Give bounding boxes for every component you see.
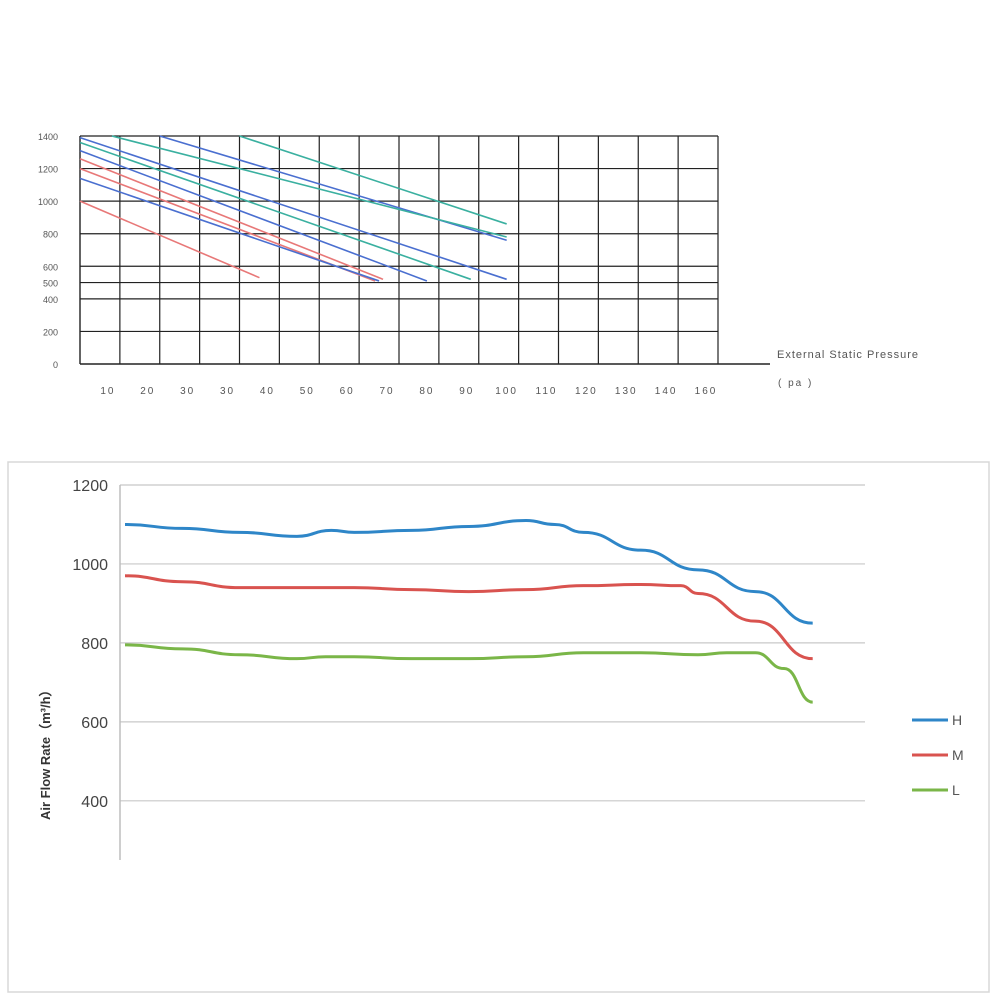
top-x-tick-label: 20 — [140, 386, 155, 397]
legend-label-L: L — [952, 782, 960, 798]
top-x-tick-label: 10 — [100, 386, 115, 397]
top-y-tick-label: 1400 — [38, 132, 58, 142]
series-line-M — [124, 574, 813, 661]
top-series-line-5 — [79, 136, 507, 281]
top-x-tick-label: 140 — [655, 386, 678, 397]
top-x-tick-label: 30 — [180, 386, 195, 397]
top-series-line-4 — [79, 149, 428, 282]
top-x-tick-label: 30 — [220, 386, 235, 397]
bottom-chart-legend: H M L — [912, 712, 964, 798]
top-series-line-9 — [239, 135, 507, 225]
top-series-line-2 — [79, 158, 384, 281]
air-flow-rate-chart: 400 600 800 1000 1200 H M L Air Flow Rate（m³/h… — [7, 461, 990, 993]
top-x-tick-label: 60 — [340, 386, 355, 397]
top-x-tick-label: 70 — [379, 386, 394, 397]
bottom-y-tick-label: 600 — [81, 715, 108, 732]
top-y-tick-label: 200 — [43, 327, 58, 337]
top-series-line-3 — [79, 177, 380, 282]
bottom-y-tick-label: 1200 — [72, 478, 108, 495]
top-series-line-0 — [79, 200, 260, 279]
top-y-tick-label: 0 — [53, 360, 58, 370]
top-x-tick-label: 50 — [300, 386, 315, 397]
legend-label-H: H — [952, 712, 962, 728]
top-x-tick-label: 120 — [575, 386, 598, 397]
top-x-tick-label: 80 — [419, 386, 434, 397]
bottom-chart-y-tick-labels: 400 600 800 1000 1200 — [72, 478, 108, 811]
top-chart-series — [79, 135, 507, 282]
bottom-y-tick-label: 1000 — [72, 557, 108, 574]
chart-border — [7, 461, 990, 993]
bottom-chart-series — [124, 519, 814, 704]
static-pressure-chart: 0 200 400 500 600 800 1000 1200 1400 10 20 30 30 40 5… — [38, 132, 919, 397]
top-chart-grid — [79, 135, 770, 365]
top-x-tick-label: 160 — [695, 386, 718, 397]
bottom-y-tick-label: 800 — [81, 636, 108, 653]
bottom-y-tick-label: 400 — [81, 794, 108, 811]
top-chart-x-tick-labels: 10 20 30 30 40 50 60 70 80 90 100 110 120 130 140 160 — [100, 386, 718, 397]
top-x-tick-label: 110 — [536, 386, 558, 397]
top-series-line-7 — [79, 141, 472, 281]
top-series-line-8 — [111, 135, 507, 238]
top-y-tick-label: 800 — [43, 230, 58, 240]
series-line-H — [124, 519, 813, 625]
top-x-tick-label: 100 — [495, 386, 518, 397]
series-line-L — [124, 643, 814, 704]
legend-label-M: M — [952, 747, 964, 763]
top-y-tick-label: 1200 — [38, 165, 58, 175]
top-y-tick-label: 600 — [43, 262, 58, 272]
top-x-tick-label: 90 — [459, 386, 474, 397]
bottom-chart-y-axis-label: Air Flow Rate（m³/h） — [38, 683, 53, 820]
top-y-tick-label: 400 — [43, 295, 58, 305]
top-chart-x-axis-unit: ( pa ) — [778, 378, 813, 389]
top-y-tick-label: 500 — [43, 279, 58, 289]
bottom-chart-grid — [119, 484, 865, 860]
top-chart-y-tick-labels: 0 200 400 500 600 800 1000 1200 1400 — [38, 132, 58, 370]
top-x-tick-label: 130 — [615, 386, 638, 397]
top-chart-x-axis-label: External Static Pressure — [777, 349, 919, 361]
top-x-tick-label: 40 — [260, 386, 275, 397]
top-y-tick-label: 1000 — [38, 197, 58, 207]
